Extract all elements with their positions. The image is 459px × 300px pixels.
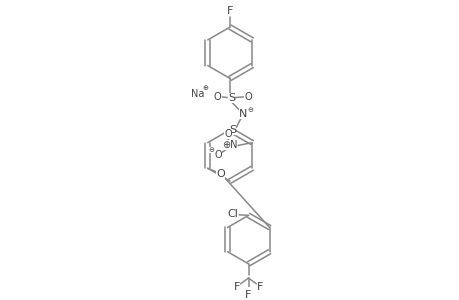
Text: ⊕: ⊕ — [202, 85, 207, 91]
Text: Cl: Cl — [227, 209, 238, 219]
Text: F: F — [234, 282, 240, 292]
Text: ⊖: ⊖ — [246, 107, 252, 113]
Text: ⊕N: ⊕N — [221, 140, 237, 151]
Text: S: S — [227, 93, 235, 103]
Text: F: F — [226, 6, 233, 16]
Text: O: O — [213, 92, 220, 102]
Text: O: O — [224, 129, 231, 139]
Text: F: F — [245, 290, 251, 300]
Text: S: S — [229, 125, 236, 135]
Text: ⊖: ⊖ — [208, 147, 214, 153]
Text: F: F — [256, 282, 263, 292]
Text: O: O — [244, 92, 252, 102]
Text: N: N — [238, 109, 246, 119]
Text: Na: Na — [190, 89, 203, 99]
Text: O: O — [216, 169, 224, 179]
Text: O: O — [214, 150, 221, 161]
